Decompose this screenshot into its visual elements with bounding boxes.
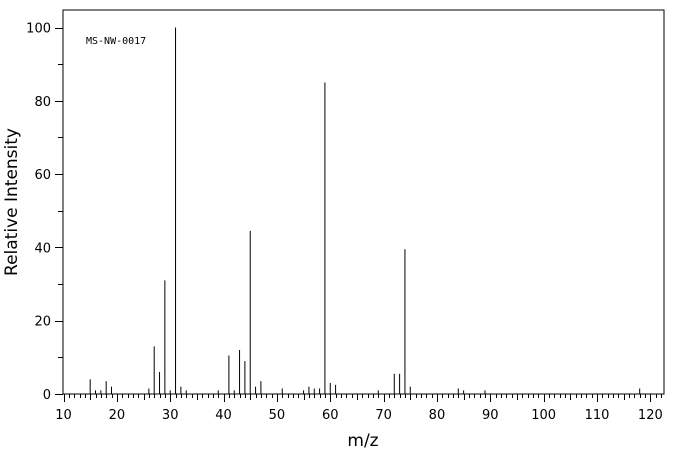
y-tick-label: 20: [34, 315, 51, 330]
y-tick-label: 60: [34, 168, 51, 183]
x-tick-label: 80: [429, 408, 446, 423]
y-tick-label: 80: [34, 95, 51, 110]
x-tick-label: 20: [109, 408, 126, 423]
plot-frame: [62, 9, 665, 395]
y-tick-label: 0: [43, 388, 51, 403]
x-tick-label: 90: [482, 408, 499, 423]
x-tick-label: 50: [269, 408, 286, 423]
x-axis-title: m/z: [347, 431, 378, 451]
x-tick-label: 30: [162, 408, 179, 423]
y-axis-ticks: 0 20 40 60 80 100: [26, 22, 63, 403]
x-tick-label: 100: [531, 408, 556, 423]
x-tick-label: 110: [585, 408, 610, 423]
y-tick-label: 100: [26, 22, 51, 37]
y-axis-title: Relative Intensity: [2, 128, 22, 276]
x-tick-label: 70: [375, 408, 392, 423]
x-tick-label: 10: [55, 408, 72, 423]
spectrum-id-annotation: MS-NW-0017: [86, 36, 146, 47]
x-tick-label: 40: [215, 408, 232, 423]
y-tick-label: 40: [34, 241, 51, 256]
x-tick-label: 120: [638, 408, 663, 423]
spectrum-bars: [89, 27, 641, 394]
x-axis-ticks: 10 20 30 40 50 60 70 80 90 100 110 120: [55, 394, 663, 423]
x-tick-label: 60: [322, 408, 339, 423]
